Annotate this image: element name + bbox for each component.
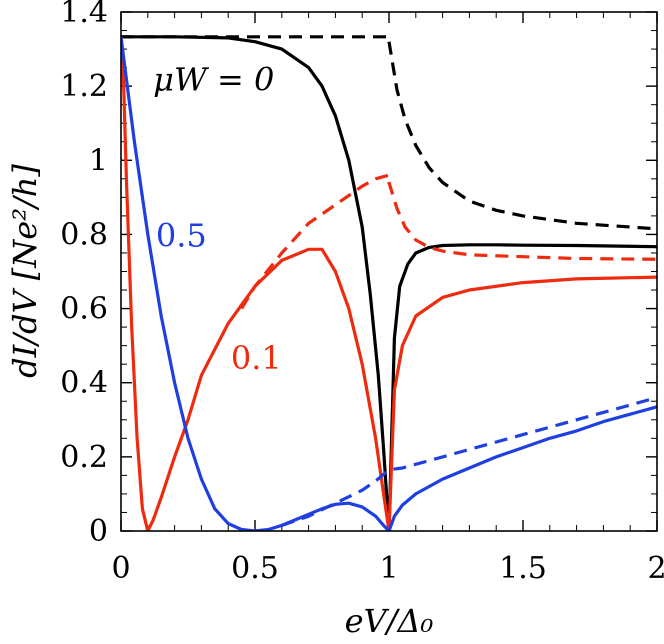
x-tick-label-0: 0 <box>111 551 130 586</box>
y-tick-label-4: 0.8 <box>60 217 108 252</box>
series-line-4 <box>121 36 657 531</box>
plot-frame <box>120 11 658 532</box>
series-layer <box>121 35 657 531</box>
x-tick-label-3: 1.5 <box>499 551 547 586</box>
y-tick-label-7: 1.4 <box>60 0 108 30</box>
y-tick-label-5: 1 <box>89 143 108 178</box>
series-line-2 <box>121 36 657 531</box>
y-tick-label-1: 0.2 <box>60 440 108 475</box>
y-tick-label-3: 0.6 <box>60 292 108 327</box>
y-tick-label-6: 1.2 <box>60 69 108 104</box>
x-tick-labels: 0 0.5 1 1.5 2 <box>111 551 664 586</box>
series-line-3 <box>240 173 657 310</box>
y-tick-label-0: 0 <box>89 514 108 549</box>
y-tick-label-2: 0.4 <box>60 366 108 401</box>
x-tick-label-2: 1 <box>379 551 398 586</box>
series-line-5 <box>281 395 657 527</box>
y-tick-labels: 0 0.2 0.4 0.6 0.8 1 1.2 1.4 <box>60 0 108 549</box>
x-tick-label-1: 0.5 <box>231 551 279 586</box>
series-line-0 <box>121 35 657 531</box>
x-axis-title: eV/Δ₀ <box>345 602 434 640</box>
annotation-0-1: 0.1 <box>231 339 282 377</box>
x-tick-label-4: 2 <box>647 551 664 586</box>
series-line-1 <box>121 35 657 231</box>
annotation-0-5: 0.5 <box>156 216 207 254</box>
minor-ticks <box>121 12 657 531</box>
y-axis-title: dI/dV [Ne²/h] <box>6 164 44 378</box>
annotation-mu-w-zero: μW = 0 <box>153 61 274 99</box>
